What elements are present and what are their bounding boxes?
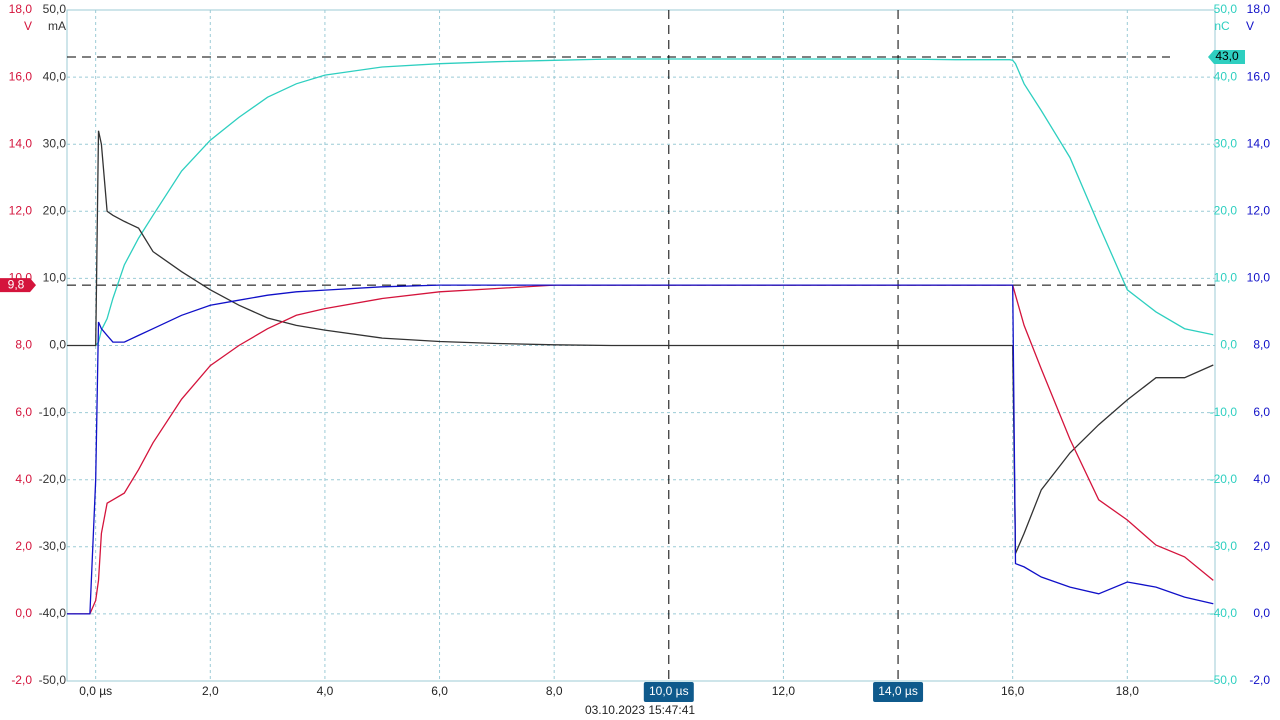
x-cursor-label: 14,0 µs [878, 684, 918, 698]
y-tick-label: -50,0 [1210, 673, 1238, 687]
y-tick-label: 0,0 [15, 606, 32, 620]
y-tick-label: 14,0 [9, 136, 33, 150]
x-tick-label: 2,0 [202, 684, 219, 698]
y-tick-label: 10,0 [1214, 271, 1238, 285]
x-tick-label: 4,0 [317, 684, 334, 698]
y-tick-label: 20,0 [43, 203, 67, 217]
y-tick-label: -40,0 [1210, 606, 1238, 620]
y-cursor-tag [0, 278, 36, 293]
y-tick-label: 0,0 [1220, 338, 1237, 352]
y-tick-label: 40,0 [1214, 69, 1238, 83]
y-tick-label: -10,0 [39, 405, 67, 419]
y-tick-label: -30,0 [39, 539, 67, 553]
axis-unit: V [1246, 19, 1254, 33]
y-tick-label: 18,0 [9, 2, 33, 16]
y-tick-label: 30,0 [43, 136, 67, 150]
y-tick-label: 4,0 [1253, 472, 1270, 486]
x-tick-label: 6,0 [431, 684, 448, 698]
y-tick-label: 18,0 [1247, 2, 1271, 16]
y-tick-label: 50,0 [1214, 2, 1238, 16]
y-tick-label: 8,0 [1253, 338, 1270, 352]
y-tick-label: 16,0 [1247, 69, 1271, 83]
y-tick-label: 2,0 [15, 539, 32, 553]
y-tick-label: 6,0 [15, 405, 32, 419]
y-tick-label: 10,0 [43, 271, 67, 285]
y-cursor-label: 9,8 [8, 277, 25, 291]
y-tick-label: -20,0 [39, 472, 67, 486]
x-cursor-tag [643, 682, 694, 702]
timestamp: 03.10.2023 15:47:41 [585, 703, 695, 717]
y-tick-label: 6,0 [1253, 405, 1270, 419]
x-cursor-label: 10,0 µs [649, 684, 689, 698]
y-tick-label: 40,0 [43, 69, 67, 83]
y-tick-label: 50,0 [43, 2, 67, 16]
trace [67, 284, 1214, 615]
y-tick-label: 16,0 [9, 69, 33, 83]
y-cursor-label: 43,0 [1215, 49, 1239, 63]
y-tick-label: -30,0 [1210, 539, 1238, 553]
x-cursor-tag [873, 682, 924, 702]
y-tick-label: 4,0 [15, 472, 32, 486]
x-tick-label: 8,0 [546, 684, 563, 698]
y-tick-label: -10,0 [1210, 405, 1238, 419]
y-tick-label: 12,0 [1247, 203, 1271, 217]
y-tick-label: 0,0 [1253, 606, 1270, 620]
x-tick-label: 0,0 µs [79, 684, 112, 698]
trace [95, 58, 1214, 346]
axis-unit: mA [48, 19, 66, 33]
x-tick-label: 12,0 [772, 684, 796, 698]
trace [67, 284, 1214, 615]
y-cursor-tag [1208, 49, 1245, 64]
x-tick-label: 16,0 [1001, 684, 1025, 698]
y-tick-label: 0,0 [49, 338, 66, 352]
trace [67, 130, 1214, 554]
y-tick-label: -2,0 [11, 673, 32, 687]
y-tick-label: -50,0 [39, 673, 67, 687]
y-tick-label: 20,0 [1214, 203, 1238, 217]
y-tick-label: -2,0 [1249, 673, 1270, 687]
y-tick-label: 10,0 [1247, 271, 1271, 285]
y-tick-label: 14,0 [1247, 136, 1271, 150]
y-tick-label: 8,0 [15, 338, 32, 352]
axis-unit: nC [1214, 19, 1230, 33]
x-tick-label: 18,0 [1116, 684, 1140, 698]
y-tick-label: 30,0 [1214, 136, 1238, 150]
y-tick-label: 12,0 [9, 203, 33, 217]
y-tick-label: -40,0 [39, 606, 67, 620]
axis-unit: V [24, 19, 32, 33]
y-tick-label: -20,0 [1210, 472, 1238, 486]
y-tick-label: 2,0 [1253, 539, 1270, 553]
